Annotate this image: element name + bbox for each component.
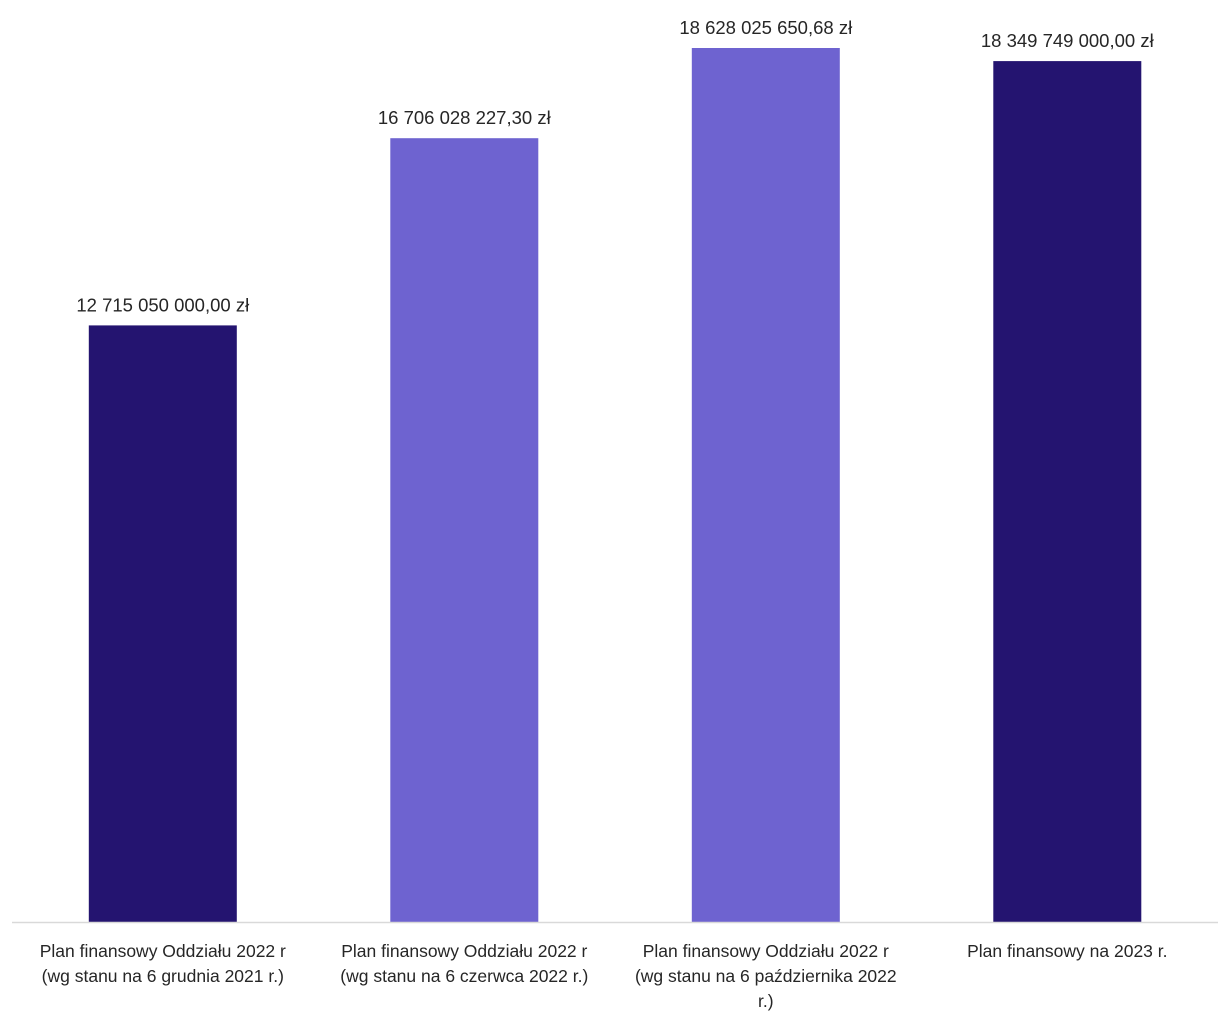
data-label-4: 18 349 749 000,00 zł	[981, 30, 1154, 51]
bar-1	[88, 325, 237, 922]
category-label-3: Plan finansowy Oddziału 2022 r (wg stanu …	[616, 939, 916, 1014]
category-label-4-line-1: Plan finansowy na 2023 r.	[967, 941, 1168, 961]
category-label-1: Plan finansowy Oddziału 2022 r (wg stanu …	[13, 939, 313, 989]
category-label-2-line-2: (wg stanu na 6 czerwca 2022 r.)	[340, 966, 589, 986]
category-label-3-line-1: Plan finansowy Oddziału 2022 r	[642, 941, 889, 961]
data-label-1: 12 715 050 000,00 zł	[76, 294, 249, 315]
category-label-4: Plan finansowy na 2023 r.	[917, 939, 1217, 964]
data-label-2: 16 706 028 227,30 zł	[378, 107, 551, 128]
category-label-3-line-2: (wg stanu na 6 października 2022	[634, 966, 897, 986]
category-label-1-line-2: (wg stanu na 6 grudnia 2021 r.)	[41, 966, 284, 986]
bar-3	[691, 48, 840, 922]
category-label-2-line-1: Plan finansowy Oddziału 2022 r	[341, 941, 588, 961]
bar-4	[993, 61, 1142, 923]
data-label-3: 18 628 025 650,68 zł	[679, 17, 852, 38]
bar-2	[390, 138, 539, 922]
category-label-2: Plan finansowy Oddziału 2022 r (wg stanu …	[314, 939, 614, 989]
category-label-1-line-1: Plan finansowy Oddziału 2022 r	[39, 941, 286, 961]
category-label-3-line-3: r.)	[758, 991, 774, 1011]
